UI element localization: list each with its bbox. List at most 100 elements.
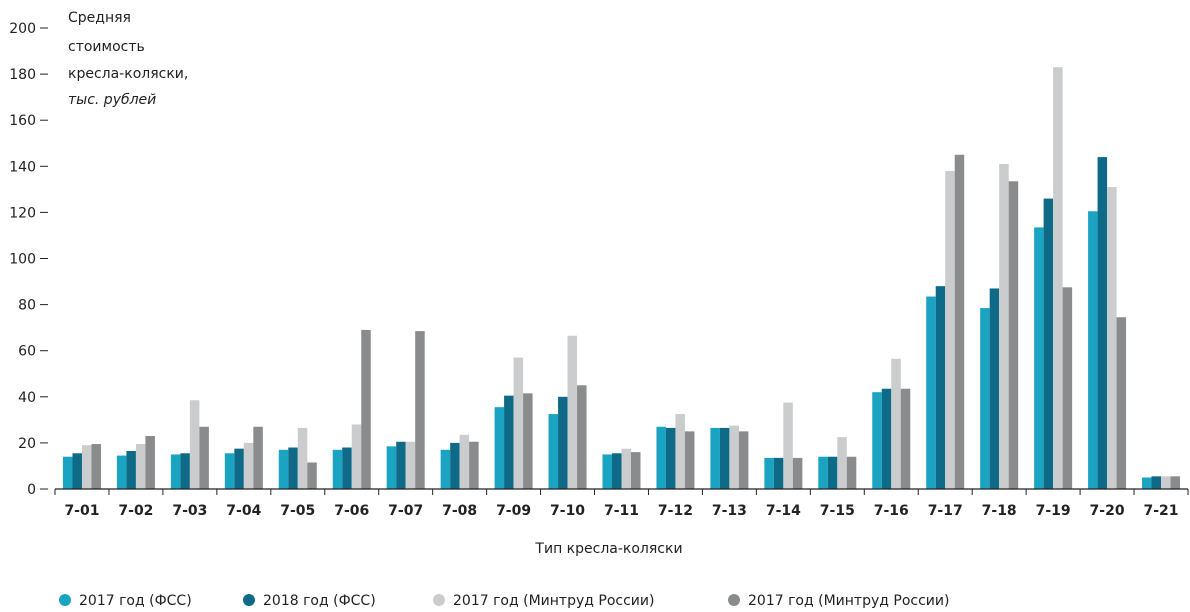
- bar-7-10-series-2: [558, 396, 568, 489]
- y-axis-title-unit: тыс. рублей: [68, 92, 156, 108]
- bar-7-04-series-3: [243, 442, 254, 489]
- y-tick-label: 60: [18, 344, 36, 360]
- bar-7-13-series-4: [738, 431, 749, 489]
- bar-7-11-series-4: [631, 452, 641, 489]
- bar-7-16-series-3: [891, 358, 901, 489]
- bar-7-01-series-4: [91, 444, 101, 489]
- x-tick-label: 7-01: [64, 503, 99, 519]
- bar-7-21-series-3: [1161, 476, 1171, 489]
- bar-7-20-series-3: [1107, 187, 1117, 490]
- y-axis-title-line: Средняя: [68, 10, 131, 26]
- y-axis: 0 20 40 60 80 100 120 140 160 180 200: [9, 21, 48, 498]
- bar-7-02-series-2: [126, 450, 136, 489]
- legend-marker: [433, 594, 445, 606]
- bar-7-11-series-1: [602, 454, 612, 489]
- legend: 2017 год (ФСС) 2018 год (ФСС) 2017 год (Ми…: [59, 593, 949, 609]
- bar-7-04-series-4: [253, 426, 263, 489]
- y-tick-label: 100: [9, 252, 36, 268]
- bar-7-11-series-3: [621, 448, 631, 489]
- x-tick-label: 7-13: [712, 503, 747, 519]
- x-tick-label: 7-14: [766, 503, 801, 519]
- bar-7-18-series-1: [980, 308, 990, 489]
- bar-7-10-series-3: [567, 335, 578, 489]
- bar-7-21-series-2: [1151, 476, 1162, 489]
- bar-7-03-series-1: [170, 454, 181, 489]
- bar-7-14-series-4: [792, 457, 803, 489]
- x-axis: 7-01 7-02 7-03 7-04 7-05 7-06 7-07 7-08 7-09 7-10…: [54, 488, 1189, 519]
- x-tick-label: 7-03: [172, 503, 207, 519]
- bar-7-20-series-4: [1116, 317, 1127, 489]
- bar-7-06-series-3: [351, 424, 362, 489]
- legend-label: 2017 год (Минтруд России): [453, 593, 654, 609]
- bar-7-17-series-2: [935, 286, 946, 489]
- x-tick-label: 7-08: [442, 503, 477, 519]
- bar-7-03-series-4: [199, 426, 209, 489]
- bar-7-14-series-2: [773, 457, 784, 489]
- x-tick-label: 7-17: [928, 503, 963, 519]
- bar-7-15-series-4: [846, 456, 857, 489]
- bar-7-13-series-3: [729, 425, 739, 489]
- y-tick-label: 160: [9, 113, 36, 129]
- bar-7-19-series-1: [1034, 227, 1044, 489]
- bar-7-14-series-3: [783, 402, 793, 489]
- bar-7-08-series-3: [459, 434, 470, 489]
- bar-7-08-series-4: [469, 441, 479, 489]
- x-tick-label: 7-05: [280, 503, 315, 519]
- legend-label: 2017 год (Минтруд России): [748, 593, 949, 609]
- y-tick-label: 140: [9, 159, 36, 175]
- bar-7-13-series-1: [710, 427, 720, 489]
- bar-7-16-series-4: [900, 388, 911, 489]
- y-axis-title-line: кресла-коляски,: [68, 66, 188, 82]
- y-axis-title-line: стоимость: [68, 39, 145, 55]
- bar-7-20-series-1: [1088, 211, 1098, 489]
- bar-7-09-series-4: [523, 393, 533, 489]
- legend-marker: [728, 594, 740, 606]
- y-tick-label: 80: [18, 298, 36, 314]
- legend-label: 2018 год (ФСС): [263, 593, 376, 609]
- bar-7-20-series-2: [1097, 157, 1108, 489]
- y-axis-title: Средняя стоимость кресла-коляски, тыс. р…: [68, 10, 188, 108]
- legend-label: 2017 год (ФСС): [79, 593, 192, 609]
- bars: [62, 67, 1181, 490]
- bar-7-02-series-1: [116, 455, 127, 489]
- x-tick-label: 7-12: [658, 503, 693, 519]
- bar-7-02-series-3: [135, 444, 146, 489]
- x-tick-label: 7-10: [550, 503, 585, 519]
- x-tick-label: 7-02: [118, 503, 153, 519]
- bar-7-16-series-2: [881, 388, 892, 489]
- bar-7-07-series-4: [415, 331, 425, 489]
- bar-7-21-series-4: [1170, 476, 1181, 489]
- bar-7-21-series-1: [1142, 477, 1152, 489]
- bar-7-04-series-1: [224, 453, 235, 489]
- x-tick-label: 7-04: [226, 503, 261, 519]
- bar-7-11-series-2: [612, 453, 622, 489]
- bar-7-19-series-2: [1043, 198, 1054, 489]
- bar-7-10-series-1: [548, 414, 559, 489]
- bar-7-09-series-3: [513, 357, 524, 489]
- bar-7-01-series-1: [62, 456, 73, 489]
- bar-7-08-series-2: [450, 442, 460, 489]
- y-tick-label: 40: [18, 390, 36, 406]
- x-tick-label: 7-18: [982, 503, 1017, 519]
- bar-7-16-series-1: [872, 392, 882, 489]
- bar-7-04-series-2: [234, 448, 244, 489]
- bar-7-17-series-4: [954, 154, 965, 489]
- bar-7-01-series-3: [81, 445, 92, 489]
- y-tick-label: 20: [18, 436, 36, 452]
- x-tick-label: 7-20: [1090, 503, 1125, 519]
- bar-7-17-series-3: [945, 170, 955, 489]
- x-tick-label: 7-07: [388, 503, 423, 519]
- x-tick-label: 7-06: [334, 503, 369, 519]
- legend-marker: [59, 594, 71, 606]
- bar-7-19-series-3: [1053, 67, 1063, 489]
- bar-7-06-series-2: [342, 447, 352, 489]
- bar-7-07-series-1: [386, 446, 397, 489]
- x-tick-label: 7-21: [1144, 503, 1179, 519]
- bar-7-13-series-2: [719, 427, 730, 489]
- bar-7-18-series-2: [989, 288, 1000, 489]
- bar-7-06-series-1: [332, 449, 343, 489]
- bar-7-15-series-3: [837, 437, 847, 489]
- bar-7-05-series-1: [278, 449, 289, 489]
- y-tick-label: 0: [27, 482, 36, 498]
